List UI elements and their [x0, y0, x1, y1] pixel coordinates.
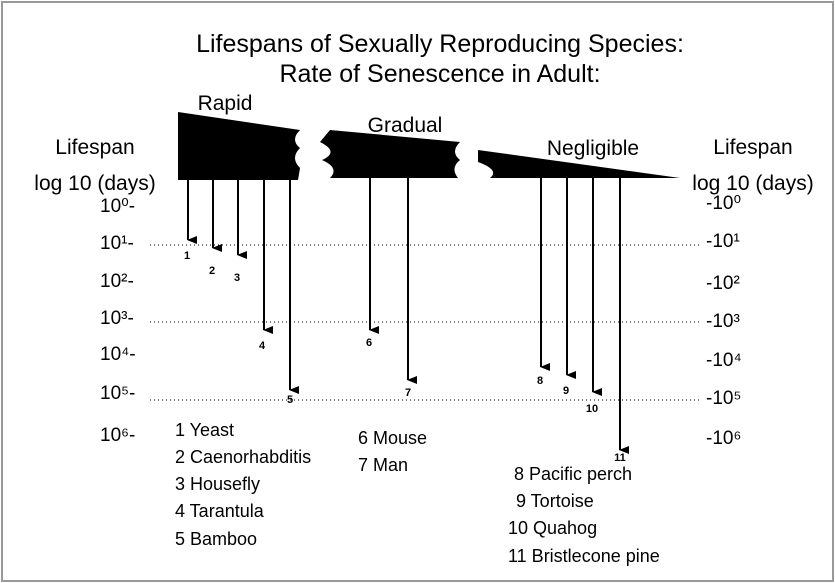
axis-label: Lifespan [713, 136, 792, 159]
arrow-number: 5 [287, 394, 293, 406]
axis-label: Lifespan [55, 136, 134, 159]
axis-label: log 10 (days) [692, 172, 813, 195]
legend-entry: 5 Bamboo [175, 529, 257, 549]
arrow-number: 10 [586, 403, 598, 415]
left-tick-label: 10⁵- [100, 383, 135, 404]
right-tick-label: -10⁵ [706, 388, 741, 409]
legend-entry: 1 Yeast [175, 420, 234, 440]
title: Rate of Senescence in Adult: [279, 60, 600, 88]
legend-entry: 3 Housefly [175, 474, 260, 494]
left-tick-label: 10³- [100, 308, 134, 329]
arrow-number: 6 [366, 337, 372, 349]
right-tick-label: -10¹ [706, 231, 740, 252]
right-tick-label: -10⁰ [706, 193, 741, 214]
arrow-number: 7 [405, 387, 411, 399]
left-tick-label: 10⁴- [100, 344, 136, 365]
legend-entry: 4 Tarantula [175, 501, 265, 521]
right-tick-label: -10⁶ [706, 428, 741, 449]
left-tick-label: 10⁰- [100, 196, 135, 217]
left-tick-label: 10¹- [100, 233, 134, 254]
legend-entry: 9 Tortoise [516, 491, 594, 511]
arrow-number: 4 [259, 340, 266, 352]
left-tick-label: 10²- [100, 271, 134, 292]
legend-entry: 2 Caenorhabditis [175, 447, 311, 467]
left-tick-label: 10⁶- [100, 425, 135, 446]
legend-entry: 6 Mouse [358, 428, 427, 448]
legend-entry: 8 Pacific perch [514, 464, 632, 484]
arrow-number: 9 [563, 385, 569, 397]
arrow-number: 1 [184, 250, 190, 262]
legend-entry: 11 Bristlecone pine [508, 546, 660, 566]
arrow-number: 2 [209, 265, 215, 277]
legend-entry: 7 Man [358, 455, 408, 475]
arrow-number: 8 [537, 375, 543, 387]
arrow-number: 3 [234, 272, 240, 284]
rate-label: Rapid [198, 92, 253, 115]
legend-entry: 10 Quahog [508, 518, 597, 538]
axis-label: log 10 (days) [34, 172, 155, 195]
rate-label: Negligible [547, 137, 639, 160]
right-tick-label: -10² [706, 273, 740, 294]
arrow-number: 11 [614, 452, 626, 464]
diagram: Lifespans of Sexually Reproducing Specie… [0, 0, 835, 583]
right-tick-label: -10⁴ [706, 350, 742, 371]
right-tick-label: -10³ [706, 311, 740, 332]
title: Lifespans of Sexually Reproducing Specie… [196, 30, 684, 58]
rate-label: Gradual [368, 114, 443, 137]
